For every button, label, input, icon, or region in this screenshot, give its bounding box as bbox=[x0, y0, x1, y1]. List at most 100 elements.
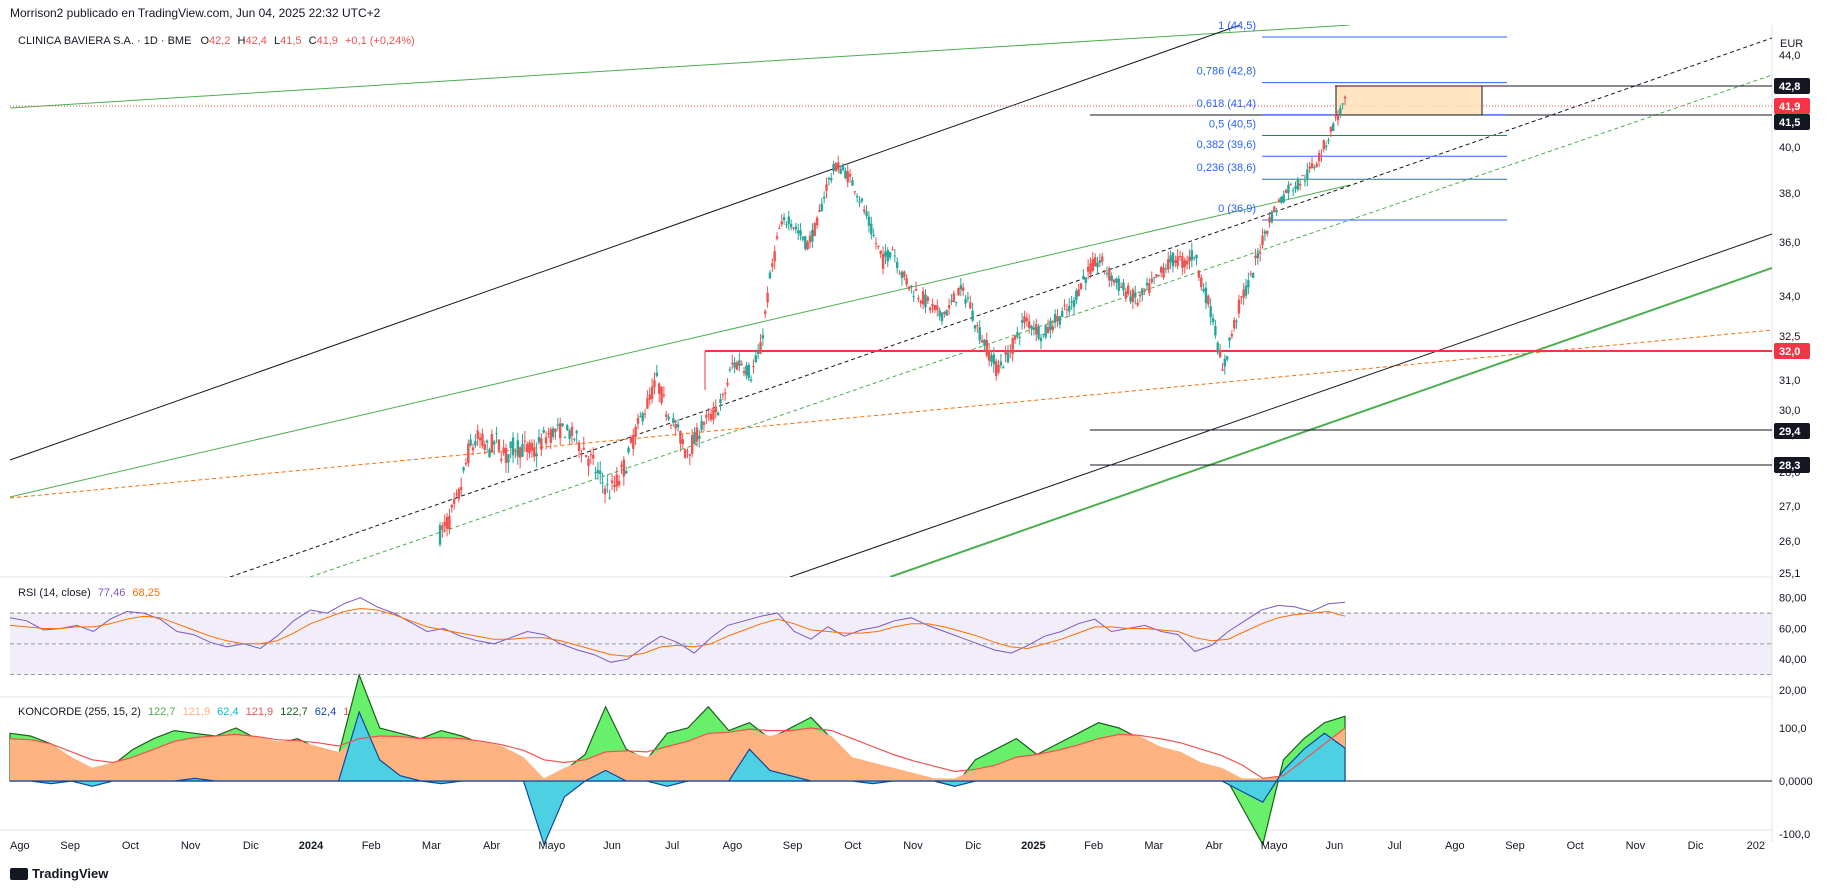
candle-body bbox=[1129, 296, 1132, 302]
low-value: 41,5 bbox=[280, 35, 302, 47]
candle-body bbox=[761, 335, 765, 339]
candle-body bbox=[719, 399, 722, 404]
candle-body bbox=[771, 263, 774, 267]
candle-body bbox=[827, 177, 831, 180]
candle-body bbox=[500, 458, 503, 461]
candle-body bbox=[830, 177, 833, 181]
currency-label: EUR bbox=[1780, 38, 1803, 50]
candle-body bbox=[660, 386, 663, 403]
price-tick-label: 30,0 bbox=[1779, 405, 1800, 417]
candle-body bbox=[903, 271, 906, 277]
candle-body bbox=[1200, 277, 1203, 288]
candle-body bbox=[648, 394, 651, 400]
candle-body bbox=[1284, 190, 1288, 193]
candle-body bbox=[438, 525, 442, 545]
candle-body bbox=[1188, 256, 1191, 262]
candle-body bbox=[686, 450, 689, 452]
candle-body bbox=[726, 382, 729, 386]
candle-body bbox=[1221, 369, 1224, 372]
candle-body bbox=[1214, 325, 1217, 336]
candle-body bbox=[1086, 266, 1090, 272]
candle-body bbox=[813, 223, 816, 237]
candle-body bbox=[1044, 325, 1047, 338]
candle-body bbox=[518, 447, 522, 458]
time-axis-label: Feb bbox=[362, 840, 381, 852]
candle-body bbox=[481, 433, 484, 446]
candle-body bbox=[443, 521, 446, 527]
candle-body bbox=[1152, 277, 1156, 279]
candle-body bbox=[591, 454, 595, 459]
candle-body bbox=[997, 365, 1000, 373]
time-axis-label: Ago bbox=[10, 840, 30, 852]
candle-body bbox=[721, 394, 725, 396]
candle-body bbox=[947, 305, 951, 309]
candle-body bbox=[681, 439, 684, 445]
candle-body bbox=[455, 493, 458, 495]
candle-body bbox=[886, 250, 889, 262]
koncorde-value-2: 121,9 bbox=[182, 706, 211, 718]
candle-body bbox=[1002, 367, 1005, 369]
time-axis-label: Ago bbox=[1445, 840, 1465, 852]
candle-body bbox=[1332, 123, 1335, 132]
candle-body bbox=[1141, 288, 1144, 295]
time-axis-label: Sep bbox=[1505, 840, 1525, 852]
candle-body bbox=[1216, 342, 1219, 353]
candle-body bbox=[1115, 278, 1118, 283]
candle-body bbox=[848, 173, 852, 177]
candle-body bbox=[554, 428, 557, 433]
candle-body bbox=[1308, 166, 1311, 169]
candle-body bbox=[620, 464, 623, 467]
candle-body bbox=[1023, 316, 1026, 323]
price-tick-label: 27,0 bbox=[1779, 501, 1800, 513]
candle-body bbox=[1065, 309, 1069, 311]
candle-body bbox=[815, 217, 819, 226]
candle-body bbox=[573, 438, 576, 440]
candle-body bbox=[1016, 332, 1019, 337]
candle-body bbox=[1110, 275, 1113, 281]
low-label: L bbox=[273, 35, 281, 47]
price-marker-label: 42,8 bbox=[1779, 81, 1800, 93]
candle-body bbox=[1046, 327, 1050, 333]
candle-body bbox=[1027, 321, 1031, 328]
time-axis-label: Jun bbox=[1326, 840, 1344, 852]
candle-body bbox=[1004, 351, 1007, 355]
candle-body bbox=[634, 426, 637, 437]
candle-body bbox=[945, 310, 948, 316]
candle-body bbox=[594, 472, 597, 474]
candle-body bbox=[1025, 317, 1029, 322]
fib-level-label: 0,786 (42,8) bbox=[1197, 66, 1256, 78]
candle-body bbox=[1233, 319, 1236, 329]
trendline bbox=[789, 233, 1772, 577]
candle-body bbox=[978, 327, 981, 341]
candle-body bbox=[1098, 260, 1102, 263]
candle-body bbox=[962, 287, 965, 291]
candle-body bbox=[1329, 126, 1333, 132]
price-tick-label: 40,0 bbox=[1779, 142, 1800, 154]
candle-body bbox=[735, 362, 739, 370]
time-axis-label: Abr bbox=[483, 840, 500, 852]
candle-body bbox=[1157, 274, 1161, 276]
candle-body bbox=[1131, 289, 1135, 303]
candle-body bbox=[615, 474, 618, 487]
candle-body bbox=[1280, 196, 1283, 203]
candle-body bbox=[709, 413, 713, 420]
candle-body bbox=[1072, 300, 1076, 308]
candle-body bbox=[917, 298, 920, 300]
target-zone-box bbox=[1335, 85, 1483, 116]
candle-body bbox=[514, 450, 517, 452]
candle-body bbox=[797, 230, 800, 234]
candle-body bbox=[528, 442, 531, 454]
candle-body bbox=[877, 245, 880, 247]
candle-body bbox=[863, 209, 866, 212]
candle-body bbox=[1289, 183, 1292, 185]
candle-body bbox=[1230, 333, 1234, 337]
close-value: 41,9 bbox=[316, 35, 338, 47]
time-axis-label: Oct bbox=[122, 840, 139, 852]
candle-body bbox=[914, 289, 918, 291]
candle-body bbox=[733, 362, 736, 368]
candle-body bbox=[457, 488, 461, 500]
candle-body bbox=[587, 458, 590, 467]
candle-body bbox=[905, 277, 908, 285]
rsi-signal-line bbox=[9, 607, 1346, 657]
